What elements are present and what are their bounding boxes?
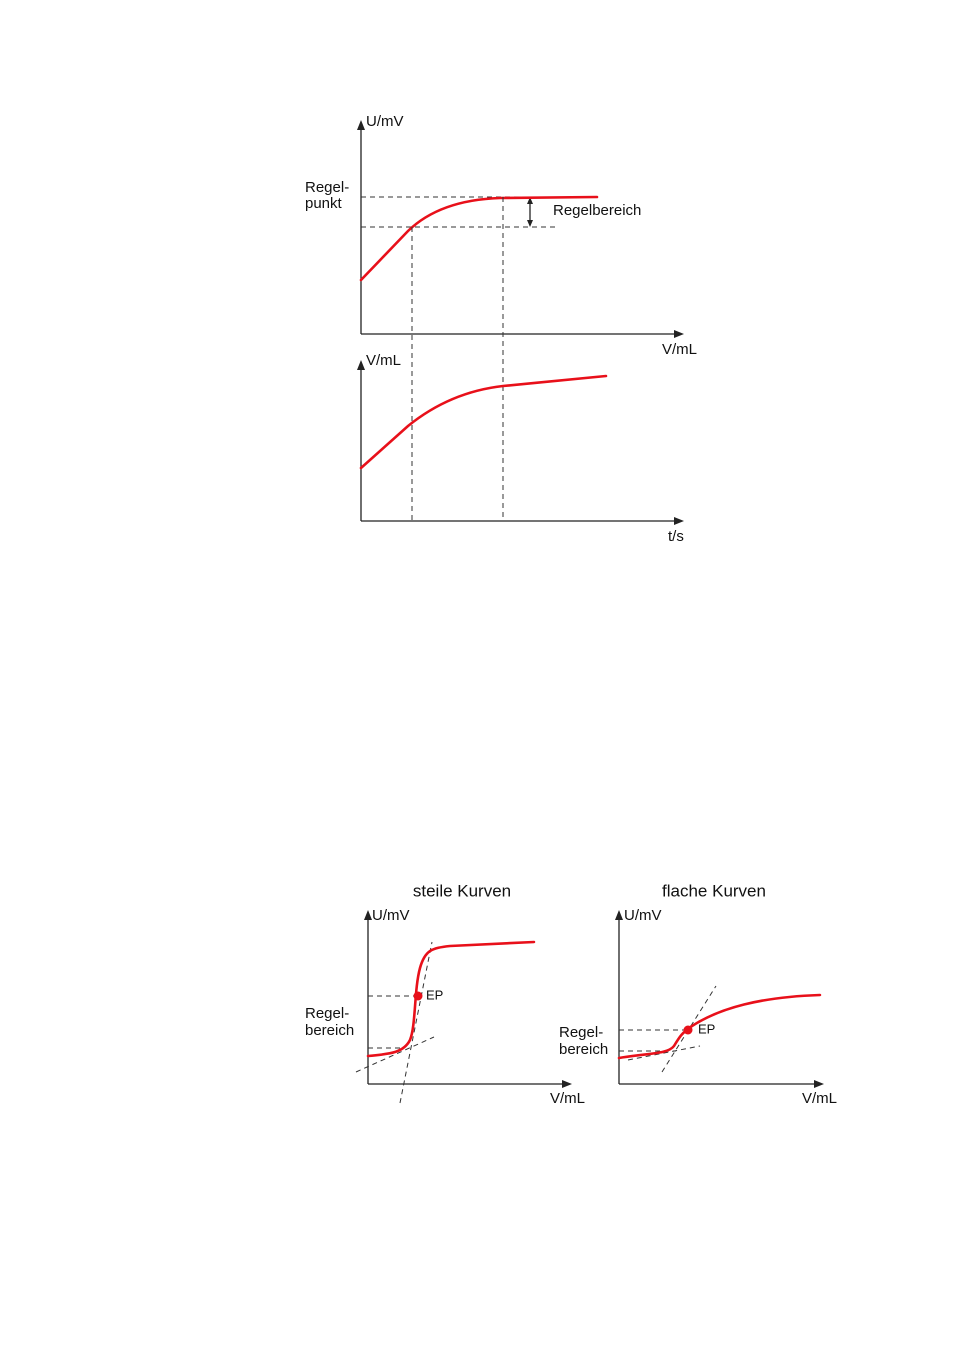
tangent [661,985,717,1073]
arrow [674,330,684,338]
arrow [357,360,365,370]
axis-label: U/mV [366,113,404,130]
label: bereich [305,1022,354,1039]
panel-title: steile Kurven [413,881,511,900]
axis-label: V/mL [550,1090,585,1107]
axis-label: V/mL [366,352,401,369]
arrow [527,197,533,204]
arrow [357,120,365,130]
volume-curve [359,374,608,470]
endpoint [413,991,423,1001]
label: Regel- [305,179,349,196]
arrow [814,1080,824,1088]
arrow [364,910,372,920]
tangent [627,1045,701,1061]
label: bereich [559,1041,608,1058]
arrow [674,517,684,525]
flat-panel: flache Kurven U/mV Regel- bereich EP V/m… [559,881,837,1106]
panel-title: flache Kurven [662,881,766,900]
endpoint [683,1025,693,1035]
potential-curve [359,195,599,282]
titration-curve [366,940,536,1058]
arrow [615,910,623,920]
axis-label: V/mL [662,341,697,358]
arrow [562,1080,572,1088]
label: Regelbereich [553,202,641,219]
tangent [399,941,433,1104]
axis-label: U/mV [372,907,410,924]
titration-curve [617,993,822,1060]
control-diagram: U/mV Regel- punkt Regelbereich V/mL V/mL… [305,113,697,545]
label: Regel- [305,1005,349,1022]
label: punkt [305,195,343,212]
arrow [527,220,533,227]
point-label: EP [426,987,443,1002]
steep-panel: steile Kurven U/mV Regel- bereich EP V/m… [305,881,585,1106]
axis-label: t/s [668,528,684,545]
axis-label: V/mL [802,1090,837,1107]
label: Regel- [559,1024,603,1041]
axis-label: U/mV [624,907,662,924]
point-label: EP [698,1021,715,1036]
